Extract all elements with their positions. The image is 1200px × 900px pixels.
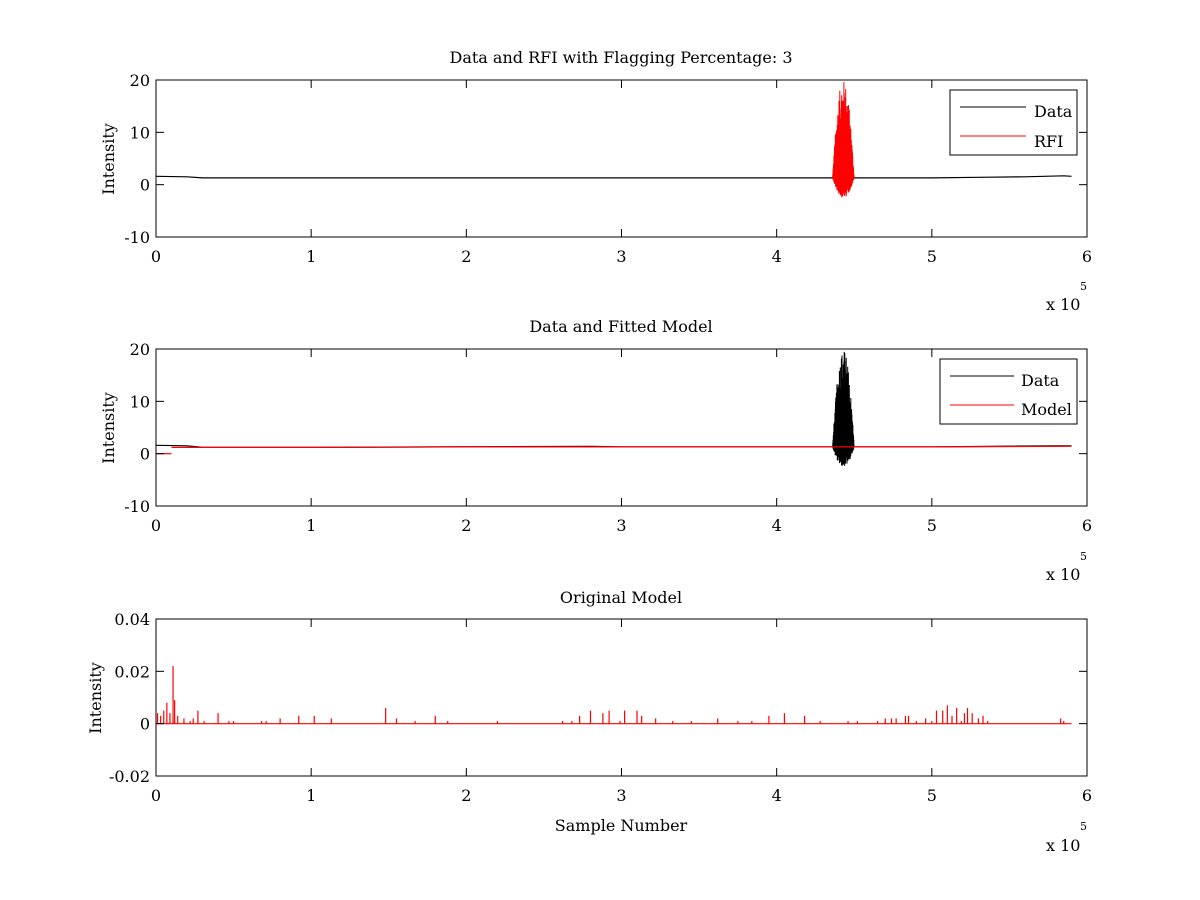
panel-2-legend: Data Model — [939, 358, 1078, 425]
panel-2-x-tick-label: 3 — [616, 516, 626, 535]
panel-original-model: Original Model Intensity 0 1 2 3 4 5 6-0.0200.… — [86, 588, 1092, 855]
panel-3-x-multiplier: x 10 5 — [1046, 820, 1087, 855]
panel-2-legend-model-label: Model — [1021, 400, 1072, 419]
panel-2-x-tick-label: 5 — [927, 516, 937, 535]
panel-1-title: Data and RFI with Flagging Percentage: 3 — [449, 48, 792, 67]
panel-2-axes — [155, 348, 1088, 507]
panel-2-y-tick-label: 20 — [130, 340, 150, 359]
panel-2-legend-data-label: Data — [1021, 371, 1060, 390]
panel-3-ylabel: Intensity — [86, 662, 105, 734]
panel-1-ylabel: Intensity — [99, 123, 118, 195]
panel-1-x-tick-label: 6 — [1082, 247, 1092, 266]
panel-data-and-rfi: Data and RFI with Flagging Percentage: 3… — [99, 48, 1092, 314]
panel-3-y-tick-label: 0.04 — [114, 610, 150, 629]
panel-2-x-tick-label: 1 — [306, 516, 316, 535]
panel-2-series-model-line — [171, 445, 1072, 448]
panel-1-y-tick-label: 0 — [140, 176, 150, 195]
panel-3-x-tick-label: 1 — [306, 786, 316, 805]
panel-1-x-tick-label: 3 — [616, 247, 626, 266]
panel-3-x-tick-label: 5 — [927, 786, 937, 805]
panel-1-legend-rfi-label: RFI — [1034, 132, 1063, 151]
panel-2-legend-box — [939, 358, 1078, 425]
panel-2-x-tick-label: 6 — [1082, 516, 1092, 535]
panel-3-axes — [155, 618, 1088, 777]
panel-3-multiplier-exponent: 5 — [1080, 820, 1087, 833]
panel-2-plot-area — [155, 351, 1072, 466]
panel-1-plot-area — [155, 82, 1072, 198]
panel-2-y-tick-label: -10 — [124, 497, 150, 516]
panel-1-x-tick-label: 1 — [306, 247, 316, 266]
panel-2-multiplier-exponent: 5 — [1080, 550, 1087, 563]
panel-1-legend: Data RFI — [949, 89, 1078, 156]
panel-2-x-tick-label: 2 — [461, 516, 471, 535]
panel-3-y-tick-label: 0 — [140, 715, 150, 734]
panel-3-x-tick-label: 6 — [1082, 786, 1092, 805]
panel-1-y-tick-label: 10 — [130, 123, 150, 142]
panel-2-multiplier-base: x 10 — [1046, 565, 1080, 584]
panel-3-x-tick-label: 3 — [616, 786, 626, 805]
panel-3-multiplier-base: x 10 — [1046, 836, 1080, 855]
panel-3-x-tick-label: 0 — [151, 786, 161, 805]
panel-1-x-tick-label: 2 — [461, 247, 471, 266]
panel-3-x-tick-label: 4 — [772, 786, 782, 805]
panel-1-y-tick-label: -10 — [124, 228, 150, 247]
panel-1-series-rfi-burst-trace — [832, 82, 855, 198]
panel-3-xlabel: Sample Number — [555, 816, 688, 835]
panel-1-axes — [155, 79, 1088, 238]
panel-1-series-data-line — [155, 175, 1072, 179]
panel-1-multiplier-base: x 10 — [1046, 295, 1080, 314]
panel-3-plot-area — [156, 666, 1072, 725]
panel-1-legend-box — [949, 89, 1078, 156]
panel-1-multiplier-exponent: 5 — [1080, 280, 1087, 293]
panel-1-y-tick-label: 20 — [130, 71, 150, 90]
panel-1-x-tick-label: 5 — [927, 247, 937, 266]
panel-2-x-tick-label: 4 — [772, 516, 782, 535]
panel-3-y-tick-label: -0.02 — [109, 767, 150, 786]
panel-2-y-tick-label: 0 — [140, 445, 150, 464]
panel-1-x-multiplier: x 10 5 — [1046, 280, 1087, 314]
panel-3-title: Original Model — [560, 588, 682, 607]
panel-data-and-fitted-model: Data and Fitted Model Intensity 0 1 2 3 4 5 6 -… — [99, 317, 1092, 584]
panel-1-x-tick-label: 0 — [151, 247, 161, 266]
panel-3-y-tick-label: 0.02 — [114, 662, 150, 681]
panel-2-x-tick-label: 0 — [151, 516, 161, 535]
panel-2-x-multiplier: x 10 5 — [1046, 550, 1087, 584]
panel-2-title: Data and Fitted Model — [529, 317, 712, 336]
panel-1-legend-data-label: Data — [1034, 102, 1073, 121]
panel-1-series-rfi-burst — [832, 82, 855, 198]
panel-2-ylabel: Intensity — [99, 392, 118, 464]
panel-1-x-tick-label: 4 — [772, 247, 782, 266]
panel-3-x-tick-label: 2 — [461, 786, 471, 805]
panel-2-y-tick-label: 10 — [130, 392, 150, 411]
